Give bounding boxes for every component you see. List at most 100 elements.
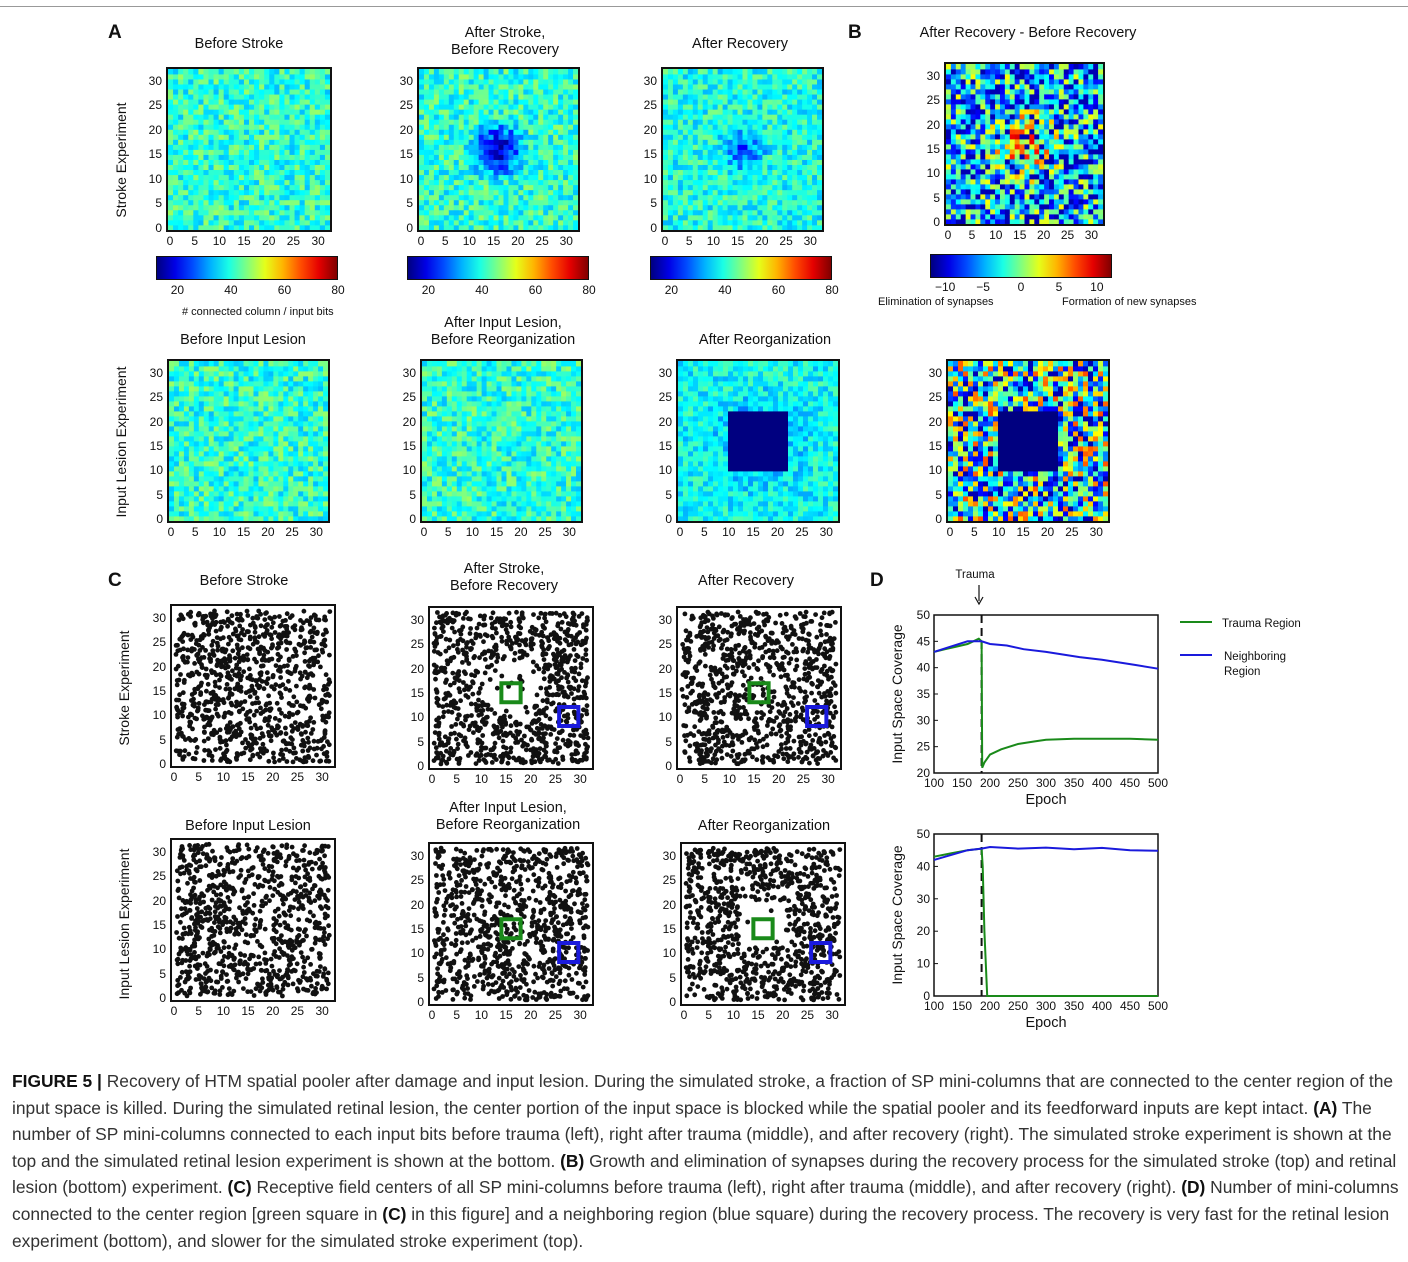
heatmap-before-stroke-xtick: 15: [237, 234, 251, 248]
heatmap-diff-stroke-xtick: 10: [989, 228, 1003, 242]
heatmap-diff-lesion-ytick: 0: [935, 512, 942, 526]
line-chart-ytick: 30: [917, 713, 931, 727]
series-neighboring-region: [933, 845, 1159, 861]
colorbar-a-tick-1: 80: [582, 283, 596, 297]
line-chart-ytick: 45: [917, 634, 931, 648]
title-b: After Recovery - Before Recovery: [919, 25, 1137, 41]
heatmap-before-lesion-xtick: 5: [191, 525, 199, 539]
scatter-after-lesion: [428, 842, 594, 1006]
line-chart-xtick: 100: [924, 776, 944, 790]
scatter-before-stroke-xtick: 15: [241, 770, 255, 784]
heatmap-before-lesion-xtick: 25: [285, 525, 299, 539]
heatmap-before-lesion-xtick: 0: [167, 525, 175, 539]
line-chart-xtick: 100: [924, 999, 944, 1013]
heatmap-after-lesion-xtick: 20: [514, 525, 528, 539]
figure-caption: FIGURE 5 | Recovery of HTM spatial poole…: [12, 1068, 1402, 1254]
line-chart-ytick: 0: [923, 989, 930, 1003]
colorbar-a-tick-2: 20: [664, 283, 679, 297]
title-a-after-recovery: After Recovery: [692, 36, 788, 52]
heatmap-diff-lesion-xtick: 10: [992, 525, 1006, 539]
top-rule: [0, 6, 1408, 7]
title-c-after-stroke: After Stroke, Before Recovery: [450, 561, 558, 594]
scatter-after-stroke-ytick: 20: [410, 661, 424, 676]
heatmap-after-stroke-xtick: 5: [441, 234, 449, 248]
scatter-before-lesion: [170, 838, 336, 1002]
line-chart-ytick: 20: [917, 766, 931, 780]
heatmap-diff-stroke-xtick: 15: [1013, 228, 1027, 242]
heatmap-before-lesion: [167, 359, 330, 523]
heatmap-diff-stroke-xtick: 30: [1084, 228, 1099, 242]
heatmap-diff-lesion: [946, 359, 1110, 523]
scatter-before-lesion-xtick: 0: [170, 1004, 178, 1018]
scatter-after-recovery-xtick: 5: [701, 772, 709, 786]
line-chart-xtick: 500: [1148, 776, 1168, 790]
scatter-after-stroke-xtick: 5: [453, 772, 461, 786]
heatmap-after-reorg-xtick: 25: [795, 525, 809, 539]
heatmap-after-recovery: [661, 67, 824, 232]
scatter-after-recovery-ytick: 15: [658, 685, 672, 700]
heatmap-diff-lesion-ytick: 30: [928, 365, 942, 380]
heatmap-after-reorg-xtick: 20: [770, 525, 785, 539]
heatmap-after-recovery-xtick: 30: [803, 234, 817, 248]
scatter-after-stroke: [428, 606, 594, 770]
title-c-before-stroke: Before Stroke: [199, 573, 289, 589]
scatter-before-lesion-ytick: 5: [159, 966, 166, 981]
heatmap-after-recovery-xtick: 20: [755, 234, 769, 248]
scatter-after-stroke-ytick: 15: [410, 685, 424, 700]
scatter-after-lesion-xtick: 10: [474, 1008, 489, 1022]
heatmap-after-recovery-xtick: 0: [661, 234, 669, 248]
scatter-after-lesion-ytick: 15: [410, 921, 424, 936]
scatter-after-lesion-ytick: 5: [417, 970, 424, 985]
line-chart-ytick: 25: [917, 740, 931, 754]
scatter-after-recovery: [676, 606, 842, 770]
line-chart-ytick: 40: [917, 661, 931, 675]
heatmap-diff-stroke-ytick: 20: [926, 117, 940, 132]
colorbar-a-stroke-2: [407, 256, 589, 280]
scatter-after-lesion-xtick: 0: [428, 1008, 436, 1022]
scatter-after-lesion-ytick: 30: [410, 848, 424, 863]
title-c-before-lesion: Before Input Lesion: [185, 818, 311, 834]
heatmap-after-stroke-ytick: 0: [406, 221, 413, 235]
scatter-after-stroke-xtick: 0: [428, 772, 436, 786]
scatter-after-reorg-ytick: 20: [662, 897, 676, 912]
scatter-after-recovery-xtick: 0: [676, 772, 684, 786]
caption-text-4: Receptive field centers of all SP mini-c…: [251, 1177, 1182, 1198]
scatter-after-stroke-ytick: 30: [410, 612, 424, 627]
heatmap-before-lesion-xtick: 10: [212, 525, 227, 539]
line-chart-xtick: 450: [1120, 776, 1140, 790]
scatter-after-recovery-xtick: 10: [722, 772, 737, 786]
scatter-after-stroke-xtick: 30: [573, 772, 587, 786]
row-label-stroke-a: Stroke Experiment: [113, 102, 129, 218]
scatter-before-lesion-xtick: 15: [241, 1004, 255, 1018]
heatmap-diff-stroke-xtick: 20: [1036, 228, 1051, 242]
heatmap-after-lesion-xtick: 30: [562, 525, 576, 539]
heatmap-before-stroke-ytick: 25: [148, 98, 162, 113]
heatmap-after-recovery-ytick: 25: [643, 98, 657, 113]
caption-ref-c2: (C): [382, 1203, 407, 1224]
line-chart-xtick: 250: [1008, 999, 1028, 1013]
scatter-before-stroke-xtick: 20: [266, 770, 280, 784]
heatmap-after-stroke-ytick: 10: [399, 171, 413, 186]
heatmap-before-lesion-xtick: 15: [236, 525, 251, 539]
scatter-after-reorg-xtick: 30: [825, 1008, 839, 1022]
scatter-after-reorg-ytick: 25: [662, 873, 676, 888]
heatmap-after-recovery-ytick: 30: [643, 73, 657, 88]
heatmap-diff-lesion-xtick: 5: [971, 525, 978, 539]
heatmap-diff-stroke-xtick: 5: [968, 228, 976, 242]
heatmap-before-stroke-xtick: 10: [212, 234, 227, 248]
scatter-before-stroke-xtick: 5: [195, 770, 203, 784]
heatmap-diff-lesion-xtick: 25: [1065, 525, 1079, 539]
scatter-after-stroke-ytick: 25: [410, 637, 424, 652]
caption-text-2: The number of SP mini-columns connected …: [12, 1097, 1392, 1171]
line-chart-xtick: 400: [1092, 999, 1112, 1013]
heatmap-before-lesion-ytick: 10: [149, 463, 163, 478]
scatter-after-reorg-xtick: 0: [680, 1008, 688, 1022]
colorbar-a-tick-2: 60: [771, 283, 786, 297]
heatmap-after-lesion-ytick: 0: [409, 512, 416, 526]
heatmap-after-reorg-ytick: 5: [665, 487, 672, 502]
heatmap-before-stroke-ytick: 15: [148, 147, 162, 162]
heatmap-before-stroke-xtick: 25: [286, 234, 301, 248]
line-chart-frame-1: [933, 833, 1159, 997]
caption-ref-d: (D): [1181, 1177, 1206, 1198]
line-chart-ytick: 50: [917, 608, 931, 622]
